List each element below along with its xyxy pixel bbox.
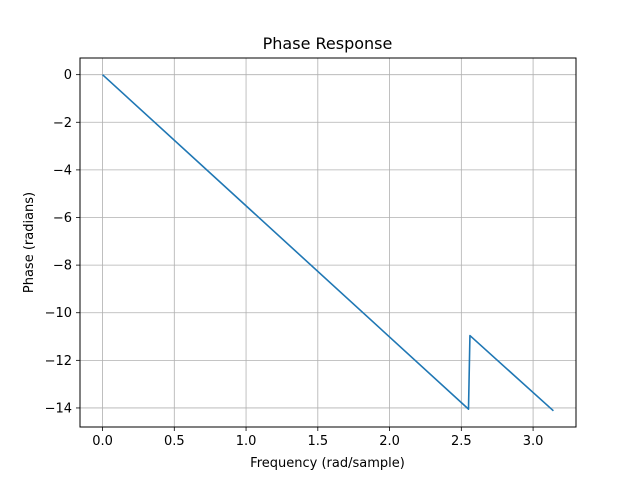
grid (80, 58, 576, 427)
y-tick-label: −6 (53, 211, 72, 226)
y-tick-label: −4 (53, 163, 72, 178)
x-tick-label: 2.0 (379, 434, 400, 449)
x-axis-ticks: 0.0 0.5 1.0 1.5 2.0 2.5 3.0 (92, 427, 543, 449)
y-tick-label: −14 (45, 401, 72, 416)
y-tick-label: −10 (45, 306, 72, 321)
x-tick-label: 1.0 (236, 434, 257, 449)
y-tick-label: −12 (45, 354, 72, 369)
series-layer (101, 74, 554, 412)
phase-series-line (101, 74, 554, 412)
x-tick-label: 0.0 (92, 434, 113, 449)
y-tick-label: 0 (64, 68, 72, 83)
y-axis-ticks: 0 −2 −4 −6 −8 −10 −12 −14 (45, 68, 80, 416)
x-axis-label: Frequency (rad/sample) (250, 456, 405, 471)
y-tick-label: −8 (53, 259, 72, 274)
plot-frame (79, 57, 577, 428)
x-tick-label: 0.5 (164, 434, 185, 449)
y-axis-label: Phase (radians) (22, 192, 37, 293)
x-tick-label: 2.5 (451, 434, 472, 449)
y-tick-label: −2 (53, 116, 72, 131)
x-tick-label: 1.5 (307, 434, 328, 449)
chart-title: Phase Response (263, 34, 393, 53)
x-tick-label: 3.0 (523, 434, 544, 449)
